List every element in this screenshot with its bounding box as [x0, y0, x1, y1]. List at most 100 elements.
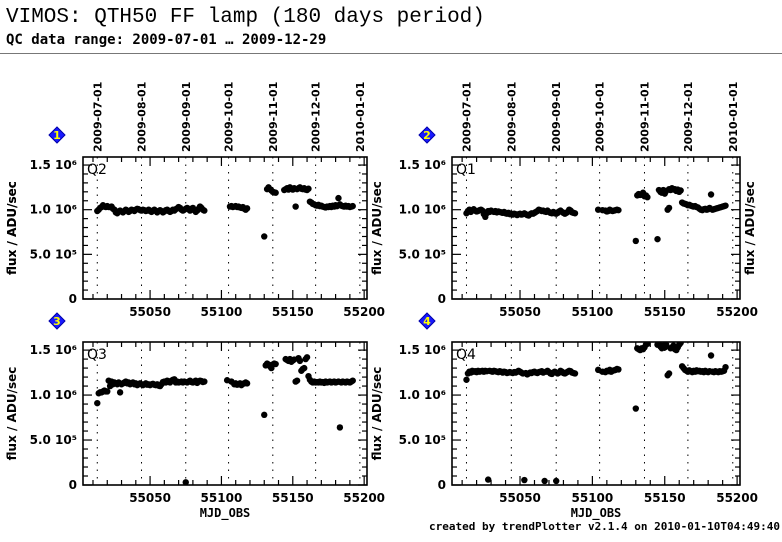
- data-point: [272, 360, 279, 368]
- date-tick-label: 2009-10-01: [594, 82, 607, 152]
- data-point: [303, 354, 311, 361]
- x-tick-label: 55100: [572, 305, 614, 319]
- page-title: VIMOS: QTH50 FF lamp (180 days period): [6, 6, 485, 29]
- panel-number-marker-icon: 3: [48, 312, 66, 330]
- x-tick-label: 55150: [644, 305, 686, 319]
- data-point: [261, 411, 268, 419]
- plot-frame: [82, 156, 368, 300]
- x-tick-label: 55200: [716, 491, 758, 505]
- y-tick-label: 1.0 10⁶: [399, 388, 446, 402]
- panel-number: 4: [423, 315, 431, 328]
- date-tick-label: 2009-12-01: [310, 82, 323, 152]
- date-tick-label: 2009-07-01: [460, 82, 473, 152]
- data-points: [463, 342, 729, 485]
- y-axis-label: flux / ADU/sec: [5, 181, 19, 275]
- y-axis-label: flux / ADU/sec: [5, 181, 19, 275]
- x-tick-label: 55150: [644, 491, 686, 505]
- data-point: [292, 203, 299, 210]
- data-point: [336, 424, 344, 431]
- data-point: [116, 389, 124, 396]
- panel-label: Q2: [87, 162, 107, 178]
- x-tick-label: 55150: [272, 491, 314, 505]
- data-point: [463, 376, 470, 383]
- x-tick-label: 55100: [201, 305, 243, 319]
- date-tick-label: 2009-11-01: [638, 82, 651, 152]
- data-point: [293, 377, 301, 384]
- y-tick-label: 1.5 10⁶: [30, 158, 77, 172]
- date-tick-label: 2010-01-01: [727, 82, 740, 152]
- data-point: [335, 194, 342, 202]
- data-point: [301, 364, 308, 372]
- date-tick-label: 2009-09-01: [180, 82, 193, 152]
- panel-4: 55050 55100 55150 55200 0 5.0 10⁵ 1.0 10⁶ 1.5 1…: [399, 312, 758, 521]
- data-point: [484, 476, 492, 483]
- header-divider: [0, 53, 782, 54]
- y-tick-label: 0: [69, 292, 77, 306]
- panel-number: 1: [53, 129, 61, 142]
- y-tick-label: 5.0 10⁵: [399, 433, 446, 447]
- page-subtitle: QC data range: 2009-07-01 … 2009-12-29: [6, 32, 327, 48]
- y-axis-label-right: flux / ADU/sec: [743, 181, 757, 275]
- panel-number-marker-icon: 4: [418, 312, 436, 330]
- data-point: [722, 363, 729, 371]
- data-point: [707, 191, 715, 198]
- data-point: [707, 352, 715, 359]
- data-point: [553, 477, 560, 485]
- data-point: [94, 399, 101, 407]
- data-point: [243, 205, 251, 212]
- plot-frame: [82, 341, 368, 486]
- data-point: [615, 206, 622, 214]
- plot-frame: [451, 156, 741, 300]
- panel-number: 2: [423, 129, 431, 142]
- data-point: [305, 185, 312, 192]
- panel-3: 55050 55100 55150 55200 0 5.0 10⁵ 1.0 10⁶ 1.5 1…: [5, 312, 385, 521]
- x-tick-label: 55150: [272, 305, 314, 319]
- date-tick-label: 2009-10-01: [223, 82, 236, 152]
- data-points: [94, 184, 356, 240]
- y-tick-label: 1.0 10⁶: [30, 388, 77, 402]
- data-point: [521, 476, 528, 484]
- data-point: [644, 193, 651, 201]
- data-point: [632, 237, 639, 245]
- data-point: [665, 204, 673, 212]
- y-tick-label: 0: [69, 478, 77, 492]
- data-point: [632, 405, 639, 412]
- y-tick-label: 1.0 10⁶: [30, 203, 77, 217]
- data-point: [541, 477, 548, 485]
- x-tick-label: 55100: [572, 491, 614, 505]
- y-tick-label: 5.0 10⁵: [30, 247, 77, 261]
- y-tick-label: 1.5 10⁶: [30, 343, 77, 357]
- y-tick-label: 5.0 10⁵: [399, 247, 446, 261]
- data-point: [243, 380, 251, 387]
- panel-number: 3: [53, 315, 61, 328]
- x-tick-label: 55200: [343, 491, 385, 505]
- data-point: [722, 202, 729, 209]
- panel-number-marker-icon: 2: [418, 126, 436, 144]
- data-point: [349, 377, 356, 384]
- data-point: [571, 210, 579, 217]
- date-tick-label: 2010-01-01: [354, 82, 367, 152]
- y-tick-label: 0: [438, 478, 446, 492]
- data-point: [182, 479, 189, 485]
- date-tick-label: 2009-08-01: [136, 82, 149, 152]
- panel-1: 55050 55100 55150 55200 0 5.0 10⁵ 1.0 10⁶ 1.5 1…: [5, 82, 385, 319]
- x-tick-label: 55050: [129, 305, 171, 319]
- panel-label: Q1: [456, 162, 476, 178]
- data-point: [261, 233, 268, 240]
- date-tick-label: 2009-09-01: [550, 82, 563, 152]
- x-tick-label: 55050: [499, 305, 541, 319]
- data-point: [615, 366, 622, 373]
- x-tick-label: 55050: [499, 491, 541, 505]
- data-point: [201, 207, 208, 214]
- data-point: [571, 370, 579, 377]
- plot-frame: [451, 341, 741, 486]
- diamond-icon: [418, 126, 436, 144]
- footer-credit: created by trendPlotter v2.1.4 on 2010-0…: [429, 520, 780, 533]
- y-tick-label: 5.0 10⁵: [30, 433, 77, 447]
- date-tick-label: 2009-08-01: [505, 82, 518, 152]
- x-tick-label: 55200: [716, 305, 758, 319]
- y-axis-label-right: flux / ADU/sec: [370, 367, 384, 461]
- data-point: [201, 378, 208, 385]
- y-tick-label: 1.5 10⁶: [399, 158, 446, 172]
